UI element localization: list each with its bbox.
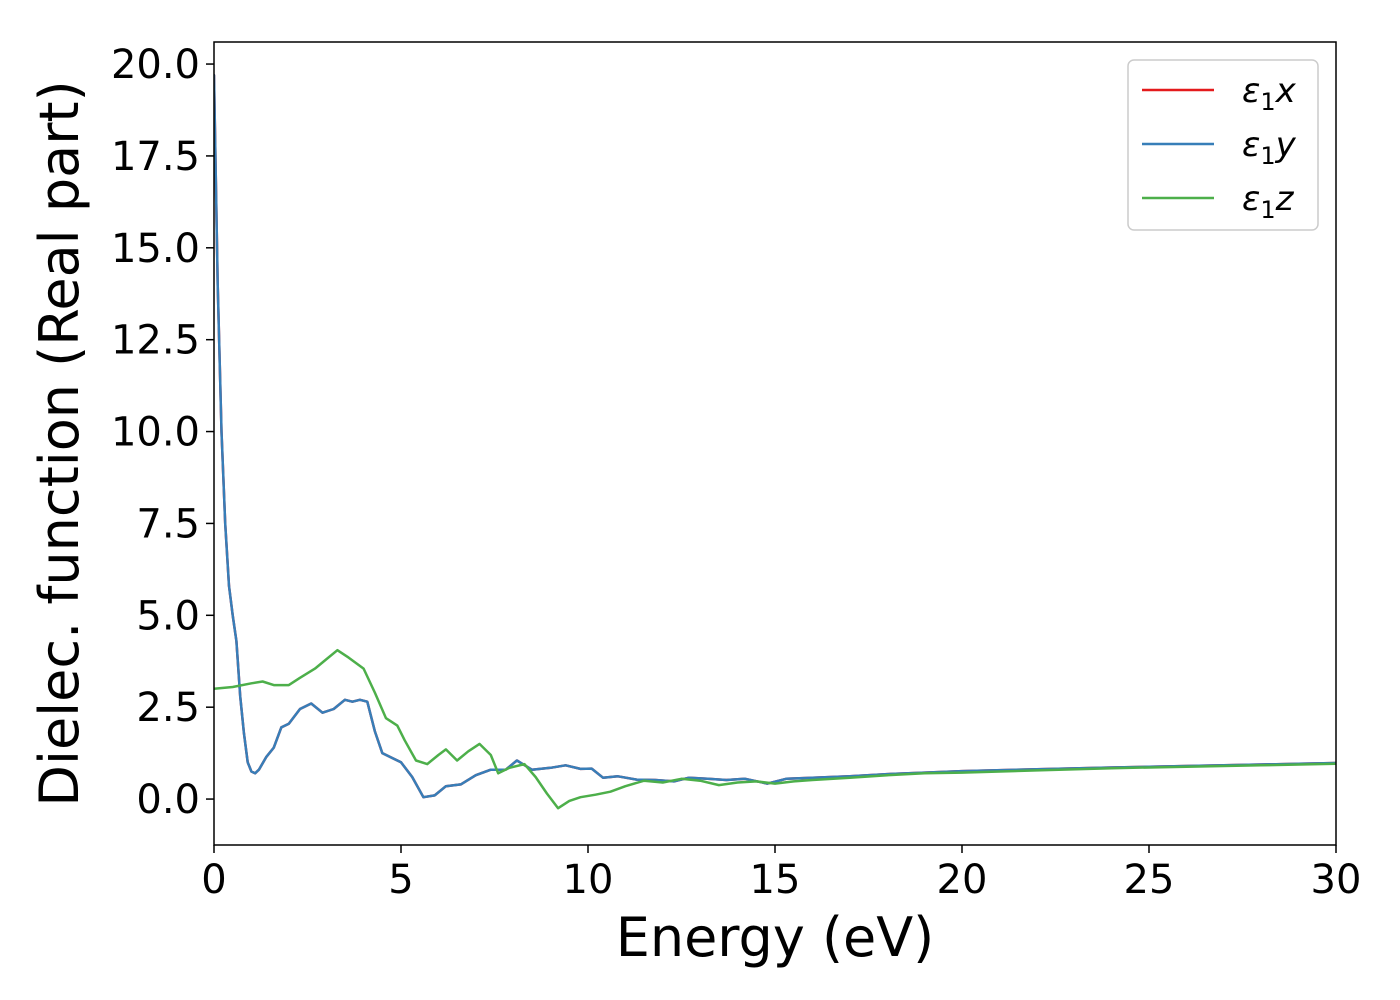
legend-label-z: ε1z <box>1242 179 1295 224</box>
x-tick-label: 30 <box>1311 857 1362 903</box>
x-axis: 0 5 10 15 20 25 30 <box>201 845 1361 903</box>
legend-box <box>1127 59 1319 231</box>
x-tick-label: 5 <box>388 857 413 903</box>
y-tick-label: 12.5 <box>111 318 200 364</box>
y-tick-label: 20.0 <box>111 42 200 88</box>
legend: ε1x ε1y ε1z <box>1127 59 1319 231</box>
y-tick-label: 5.0 <box>136 593 200 639</box>
legend-label-y: ε1y <box>1242 125 1297 170</box>
legend-label-x: ε1x <box>1242 71 1297 116</box>
series-line-y <box>214 73 1336 799</box>
x-tick-label: 0 <box>201 857 226 903</box>
y-tick-label: 17.5 <box>111 134 200 180</box>
x-tick-label: 25 <box>1124 857 1175 903</box>
y-axis: 0.0 2.5 5.0 7.5 10.0 12.5 15.0 17.5 20.0 <box>111 42 214 823</box>
x-tick-label: 10 <box>563 857 614 903</box>
y-tick-label: 10.0 <box>111 410 200 456</box>
y-tick-label: 7.5 <box>136 501 200 547</box>
y-tick-label: 15.0 <box>111 226 200 272</box>
series-line-z <box>214 648 1336 810</box>
y-axis-label: Dielec. function (Real part) <box>28 80 91 806</box>
y-tick-label: 2.5 <box>136 685 200 731</box>
x-axis-label: Energy (eV) <box>616 906 935 969</box>
x-tick-label: 20 <box>937 857 988 903</box>
series-lines <box>214 73 1336 810</box>
y-tick-label: 0.0 <box>136 777 200 823</box>
x-tick-label: 15 <box>750 857 801 903</box>
